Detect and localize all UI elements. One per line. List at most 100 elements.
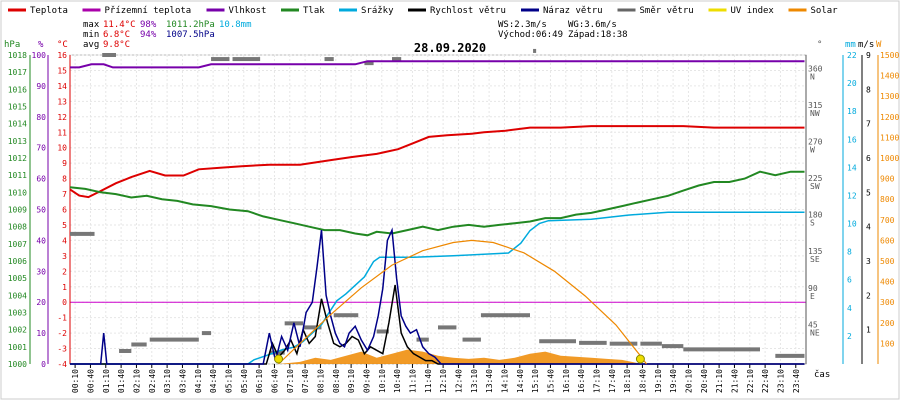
rain-tick: 20 [847, 79, 857, 88]
wind-tick: 2 [866, 291, 871, 300]
wind-direction-mark [201, 331, 212, 336]
wind-tick: 8 [866, 85, 871, 94]
humidity-tick: 100 [32, 51, 47, 60]
rain-tick: 2 [847, 332, 852, 341]
wind-tick: 5 [866, 188, 871, 197]
legend-label: Rychlost větru [430, 6, 506, 16]
rain-tick: 22 [847, 51, 857, 60]
wind-direction-mark [416, 337, 429, 342]
x-tick-label: 02:40 [148, 369, 157, 393]
x-tick-label: 10:40 [393, 369, 402, 393]
wind-direction-mark [775, 353, 805, 358]
x-tick-label: 12:40 [454, 369, 463, 393]
x-tick-label: 09:40 [362, 369, 371, 393]
solar-tick: 1500 [880, 51, 899, 60]
direction-tick: 225 [808, 174, 823, 183]
wind-direction-mark [131, 342, 147, 347]
stats-avg-label: avg [83, 40, 99, 50]
legend-label: Srážky [361, 6, 394, 16]
x-tick-label: 04:40 [209, 369, 218, 393]
wind-direction-mark [392, 57, 402, 62]
wind-direction-mark [333, 313, 359, 318]
humidity-tick: 70 [36, 144, 46, 153]
unit-ms: m/s [858, 40, 874, 50]
unit-percent: % [38, 40, 44, 50]
temperature-tick: 0 [62, 298, 67, 307]
x-tick-label: 04:10 [194, 369, 203, 393]
temperature-tick: 11 [57, 128, 67, 137]
wind-tick: 4 [866, 223, 871, 232]
legend-label: UV index [731, 6, 775, 16]
direction-tick: 315 [808, 101, 823, 110]
x-tick-label: 18:40 [638, 369, 647, 393]
x-tick-label: 06:40 [270, 369, 279, 393]
solar-tick: 800 [880, 195, 895, 204]
x-tick-label: 14:10 [500, 369, 509, 393]
solar-tick: 300 [880, 298, 895, 307]
pressure-tick: 1010 [8, 188, 27, 197]
stats-wind-gust: WG:3.6m/s [568, 20, 617, 30]
x-tick-label: 15:40 [546, 369, 555, 393]
uv-marker [274, 354, 284, 364]
x-tick-label: 13:10 [470, 369, 479, 393]
pressure-tick: 1004 [8, 291, 27, 300]
temperature-tick: 12 [57, 113, 67, 122]
pressure-tick: 1009 [8, 206, 27, 215]
temperature-tick: -3 [57, 345, 67, 354]
stats-min-temp: 6.8°C [103, 30, 130, 40]
stats-panel: max 11.4°C 98% 1011.2hPa 10.8mm min 6.8°… [83, 20, 628, 50]
pressure-tick: 1001 [8, 343, 27, 352]
rain-tick: 16 [847, 135, 857, 144]
temperature-tick: 14 [57, 82, 67, 91]
x-tick-label: 19:40 [669, 369, 678, 393]
direction-tick: 135 [808, 247, 823, 256]
direction-label: NW [810, 109, 820, 118]
x-tick-label: 03:40 [178, 369, 187, 393]
wind-direction-mark [119, 348, 132, 353]
x-tick-label: 17:40 [608, 369, 617, 393]
temperature-tick: 3 [62, 252, 67, 261]
series-temp [69, 125, 805, 199]
stats-min-hum: 94% [140, 30, 157, 40]
unit-celsius: °C [57, 40, 68, 50]
x-tick-label: 12:10 [439, 369, 448, 393]
wind-tick: 9 [866, 51, 871, 60]
stats-max-label: max [83, 20, 100, 30]
stats-min-label: min [83, 30, 99, 40]
direction-tick: 90 [808, 284, 818, 293]
temperature-tick: 16 [57, 51, 67, 60]
pressure-tick: 1011 [8, 171, 27, 180]
wind-direction-mark [70, 231, 95, 236]
solar-tick: 100 [880, 339, 895, 348]
stats-sunrise: Východ:06:49 [498, 30, 563, 40]
series-solar [278, 239, 647, 365]
x-tick-label: 10:10 [378, 369, 387, 393]
direction-label: W [810, 145, 815, 154]
x-tick-label: 19:10 [654, 369, 663, 393]
solar-tick: 1000 [880, 154, 899, 163]
plot-area [69, 48, 805, 365]
direction-label: SW [810, 182, 820, 191]
pressure-tick: 1013 [8, 137, 27, 146]
rain-tick: 10 [847, 220, 857, 229]
pressure-tick: 1018 [8, 51, 27, 60]
y-axes: 1018101710161015101410131012101110101009… [8, 51, 900, 369]
humidity-tick: 60 [36, 175, 46, 184]
stats-max-hum: 98% [140, 20, 157, 30]
x-tick-label: 18:10 [623, 369, 632, 393]
temperature-tick: 4 [62, 236, 67, 245]
stats-rain-total: 10.8mm [219, 20, 252, 30]
x-tick-label: 20:40 [700, 369, 709, 393]
temperature-tick: -4 [57, 360, 67, 369]
wind-direction-mark [533, 48, 537, 53]
x-tick-label: 20:10 [684, 369, 693, 393]
humidity-tick: 10 [36, 329, 46, 338]
x-tick-label: 21:40 [730, 369, 739, 393]
solar-tick: 400 [880, 278, 895, 287]
series-gust [70, 227, 805, 365]
humidity-tick: 0 [41, 360, 46, 369]
humidity-tick: 40 [36, 236, 46, 245]
chart-title: 28.09.2020 [414, 41, 486, 55]
rain-tick: 4 [847, 304, 852, 313]
pressure-tick: 1006 [8, 257, 27, 266]
